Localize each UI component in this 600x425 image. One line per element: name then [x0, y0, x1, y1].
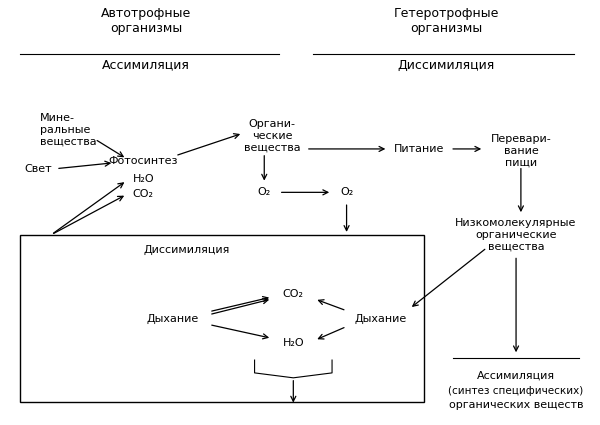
Text: Дыхание: Дыхание [355, 314, 407, 324]
Text: Ассимиляция: Ассимиляция [477, 371, 555, 381]
Bar [20, 235, 424, 402]
Text: Диссимиляция: Диссимиляция [143, 244, 230, 255]
Text: (синтез специфических): (синтез специфических) [448, 385, 584, 396]
Text: H₂O: H₂O [283, 338, 304, 348]
Text: Автотрофные
организмы: Автотрофные организмы [101, 7, 191, 35]
Text: Гетеротрофные
организмы: Гетеротрофные организмы [394, 7, 499, 35]
Text: CO₂: CO₂ [283, 289, 304, 299]
Text: Фотосинтез: Фотосинтез [109, 156, 178, 166]
Text: Диссимиляция: Диссимиляция [398, 59, 495, 71]
Text: Органи-
ческие
вещества: Органи- ческие вещества [244, 119, 301, 153]
Text: Ассимиляция: Ассимиляция [102, 59, 190, 71]
Text: H₂O: H₂O [133, 173, 154, 184]
Text: Питание: Питание [394, 144, 445, 154]
Text: Перевари-
вание
пищи: Перевари- вание пищи [491, 134, 551, 167]
Text: органических веществ: органических веществ [449, 400, 583, 411]
Text: O₂: O₂ [257, 187, 271, 197]
Text: Свет: Свет [24, 164, 52, 174]
Text: CO₂: CO₂ [133, 189, 154, 199]
Text: Мине-
ральные
вещества: Мине- ральные вещества [40, 113, 96, 147]
Text: Низкомолекулярные
органические
вещества: Низкомолекулярные органические вещества [455, 218, 577, 251]
Text: Дыхание: Дыхание [146, 314, 199, 324]
Text: O₂: O₂ [340, 187, 353, 197]
